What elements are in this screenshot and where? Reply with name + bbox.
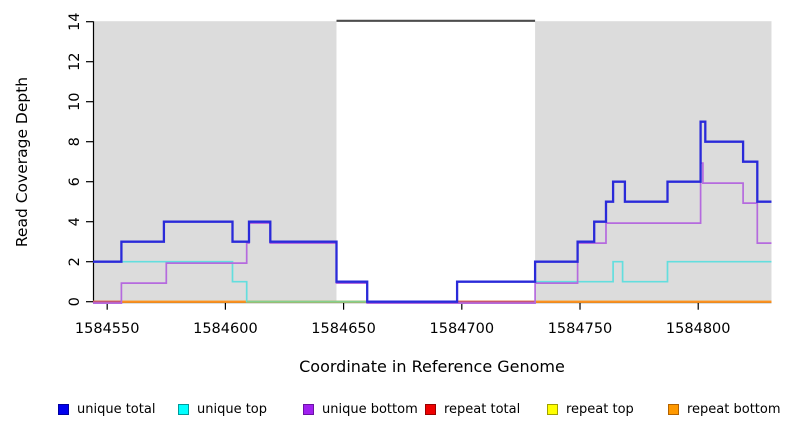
legend-label: unique top <box>197 402 268 417</box>
y-tick-label: 2 <box>67 257 83 266</box>
y-axis-title: Read Coverage Depth <box>13 76 31 248</box>
legend-label: unique bottom <box>322 402 418 417</box>
series-unique-total <box>93 120 772 303</box>
legend-swatch-repeat-top <box>547 404 558 415</box>
legend-item-unique-top: unique top <box>178 402 267 417</box>
x-tick-label: 1584600 <box>193 321 258 337</box>
legend-swatch-unique-top <box>178 404 189 415</box>
x-tick-label: 1584650 <box>311 321 376 337</box>
y-tick-label: 12 <box>67 52 83 70</box>
plot-area: 1584550 1584600 1584650 1584700 1584750 15848… <box>67 12 772 337</box>
legend-swatch-unique-bottom <box>303 404 314 415</box>
legend-swatch-unique-total <box>58 404 69 415</box>
legend-item-unique-bottom: unique bottom <box>303 402 418 417</box>
legend-label: unique total <box>77 402 156 417</box>
y-tick-label: 8 <box>67 137 83 146</box>
legend-item-repeat-top: repeat top <box>547 402 634 417</box>
x-tick-label: 1584800 <box>666 321 731 337</box>
x-tick-label: 1584750 <box>548 321 613 337</box>
series-unique-bottom <box>93 162 772 304</box>
y-tick-label: 14 <box>67 12 83 30</box>
shaded-band <box>535 21 772 303</box>
legend-label: repeat total <box>444 402 521 417</box>
legend-label: repeat bottom <box>687 402 781 417</box>
y-tick-label: 6 <box>67 177 83 186</box>
legend-label: repeat top <box>566 402 634 417</box>
shaded-band <box>93 21 337 303</box>
legend-swatch-repeat-bottom <box>668 404 679 415</box>
legend-item-unique-total: unique total <box>58 402 155 417</box>
x-axis-title: Coordinate in Reference Genome <box>299 357 565 376</box>
x-tick-label: 1584550 <box>75 321 140 337</box>
y-tick-label: 10 <box>67 92 83 110</box>
y-tick-label: 0 <box>67 297 83 306</box>
y-tick-label: 4 <box>67 217 83 226</box>
legend-item-repeat-total: repeat total <box>425 402 520 417</box>
legend-item-repeat-bottom: repeat bottom <box>668 402 781 417</box>
legend-swatch-repeat-total <box>425 404 436 415</box>
x-tick-label: 1584700 <box>430 321 495 337</box>
